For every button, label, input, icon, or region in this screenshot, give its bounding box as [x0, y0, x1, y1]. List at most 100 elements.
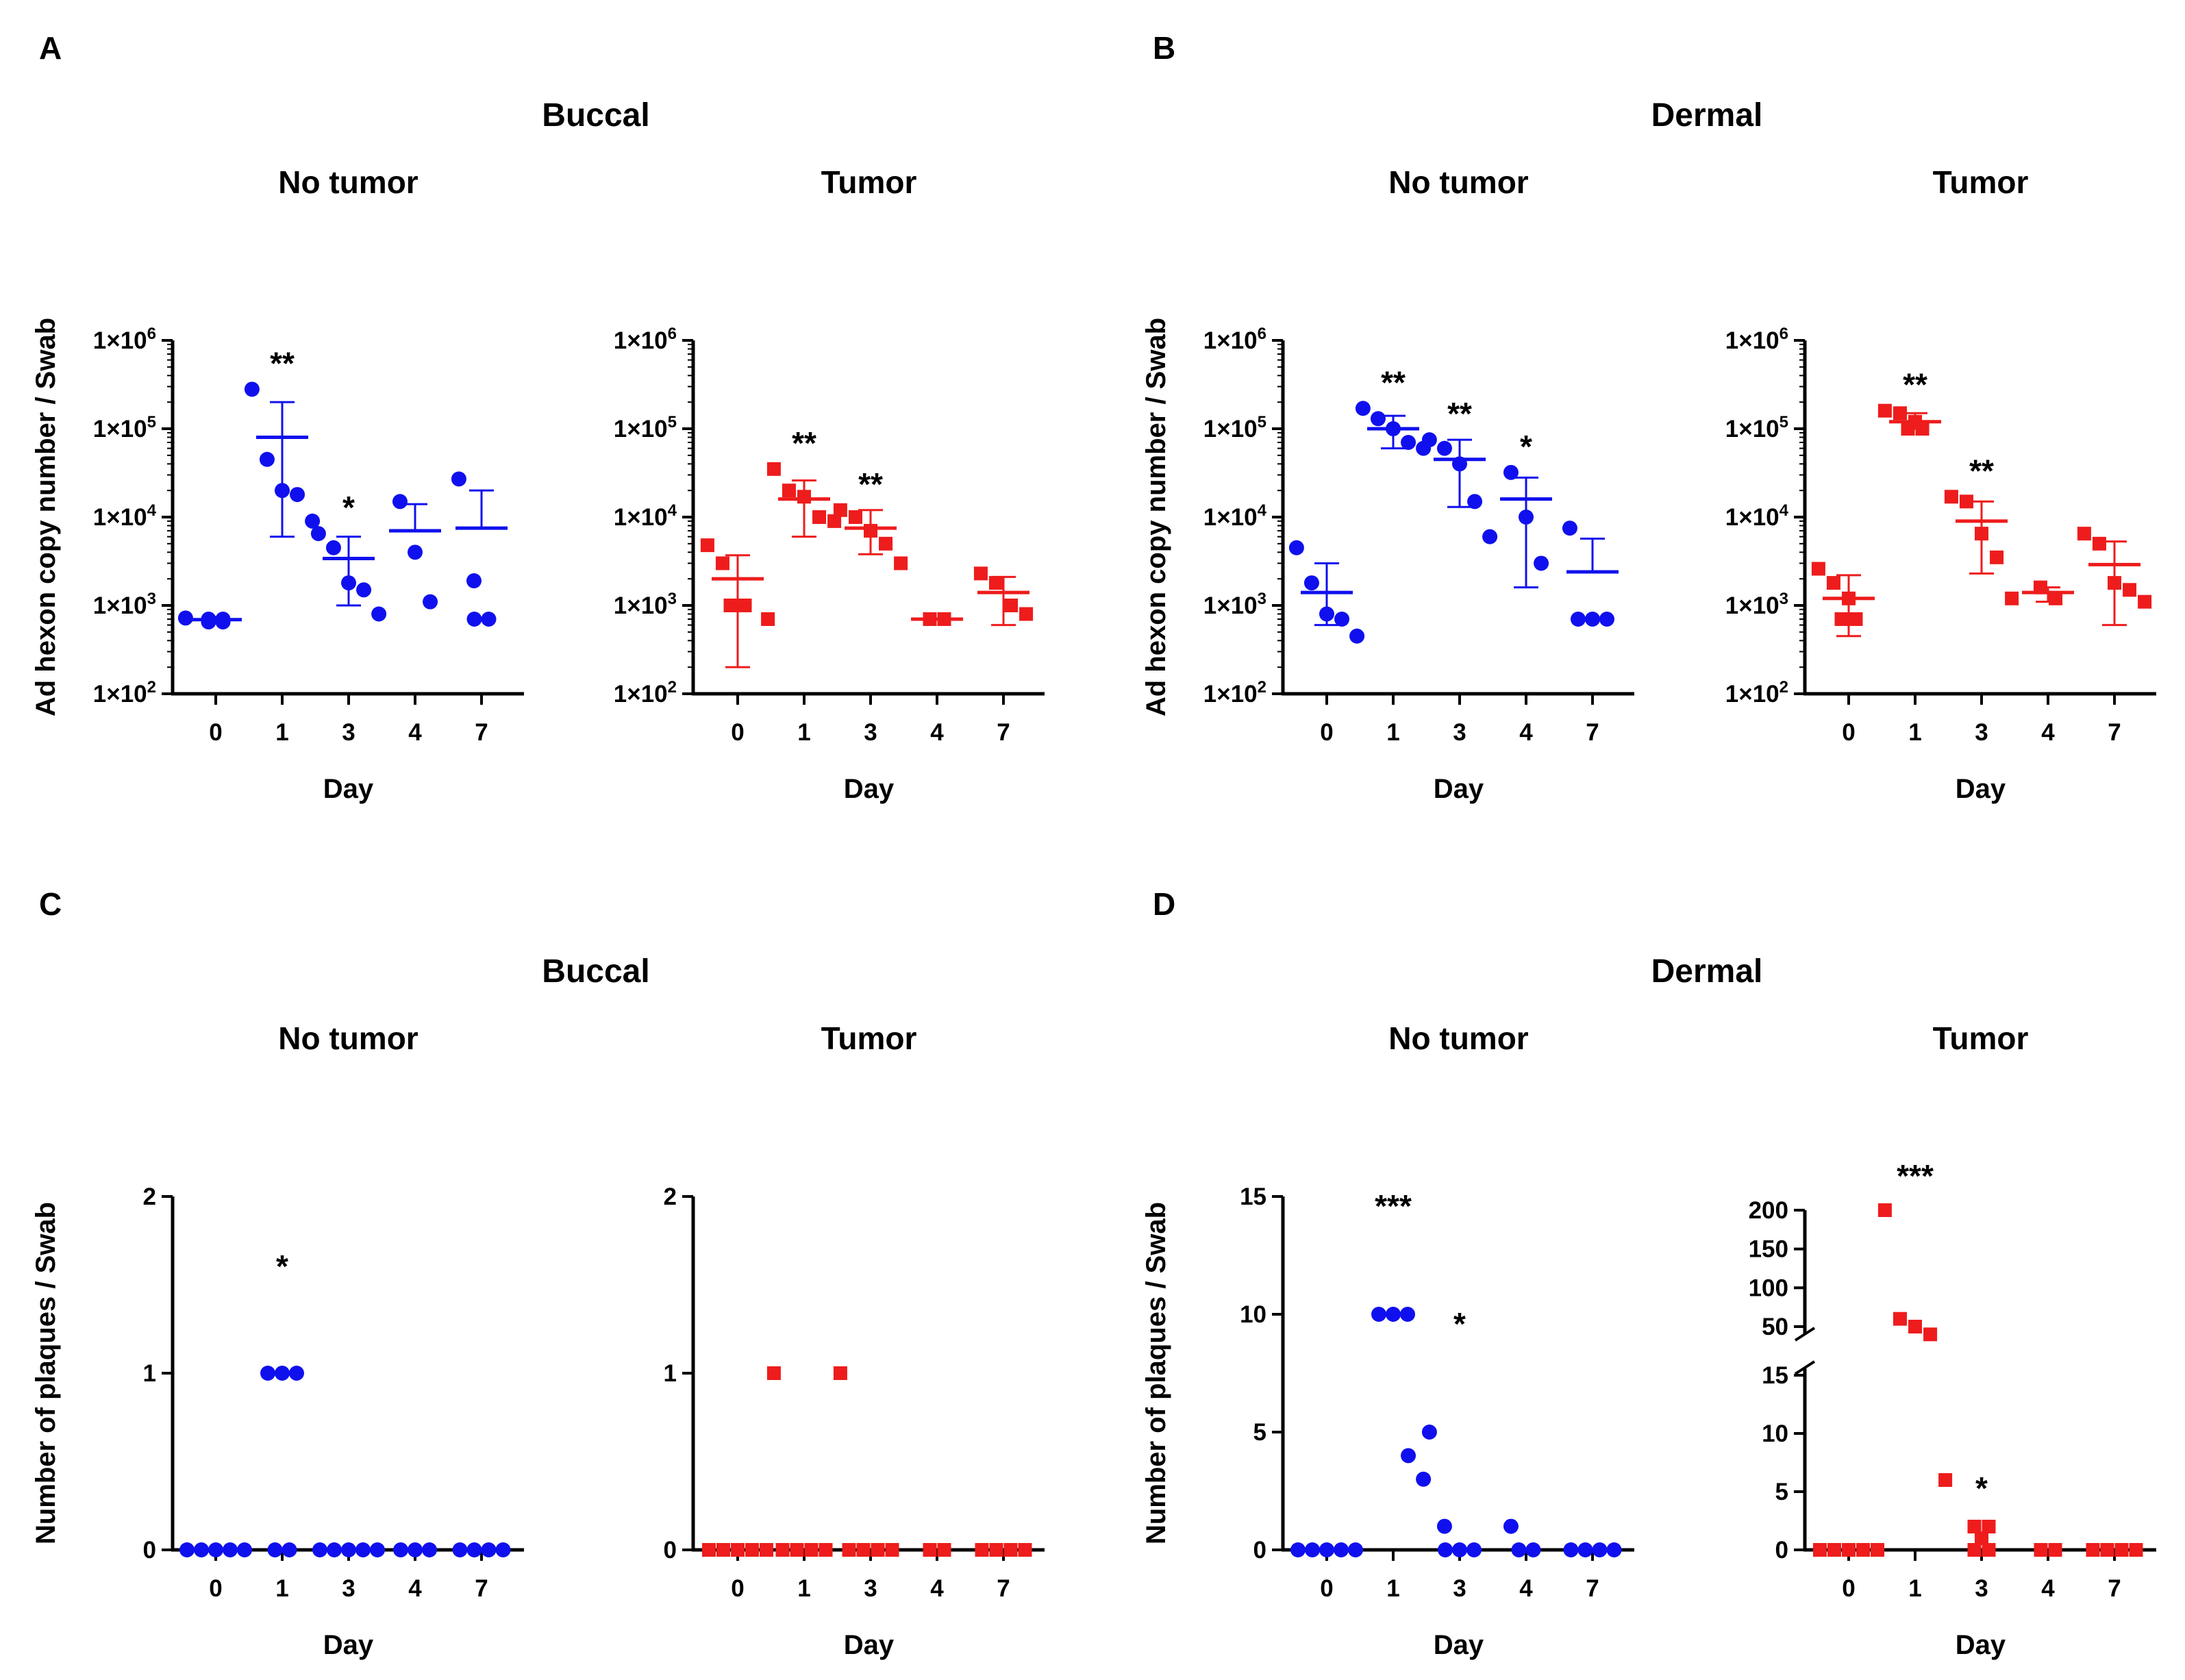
- y-tick-label-a1: 1×106: [93, 325, 156, 354]
- data-point-c1: [327, 1542, 342, 1557]
- data-point-b1: [1334, 611, 1350, 627]
- x-tick-label-b1: 7: [1586, 719, 1599, 746]
- panel-label-a: A: [39, 30, 62, 66]
- data-point-a2: [973, 566, 988, 581]
- data-point-a2: [827, 514, 842, 528]
- data-point-a1: [305, 513, 321, 529]
- data-point-d2: [2086, 1543, 2100, 1557]
- x-tick-label-b1: 1: [1386, 719, 1399, 746]
- data-point-b1: [1401, 434, 1416, 450]
- data-point-c2: [745, 1543, 759, 1557]
- data-point-a1: [290, 487, 305, 503]
- y-tick-label-c2: 1: [664, 1360, 677, 1387]
- data-point-a1: [244, 381, 260, 397]
- data-point-d1: [1438, 1542, 1453, 1557]
- y-tick-label-b2: 1×104: [1725, 501, 1789, 531]
- data-point-b1: [1355, 401, 1371, 416]
- data-point-d1: [1525, 1542, 1541, 1557]
- x-tick-label-c2: 7: [997, 1575, 1010, 1602]
- x-tick-label-b1: 0: [1320, 719, 1333, 746]
- x-tick-label-c2: 4: [930, 1575, 944, 1602]
- y-tick-label-d2: 10: [1762, 1420, 1788, 1447]
- data-point-c1: [282, 1542, 297, 1557]
- significance-label-a2: **: [858, 466, 883, 502]
- y-tick-label-d2: 5: [1775, 1479, 1788, 1505]
- x-tick-label-c1: 4: [408, 1575, 422, 1602]
- data-point-b1: [1503, 464, 1519, 480]
- x-axis-title-c1: Day: [323, 1630, 374, 1660]
- significance-label-b1: *: [1520, 429, 1532, 464]
- data-point-b1: [1534, 555, 1549, 571]
- data-point-c1: [370, 1542, 385, 1557]
- significance-label-b2: **: [1969, 453, 1994, 488]
- data-point-a1: [325, 540, 341, 555]
- data-point-d2: [1975, 1531, 1988, 1545]
- significance-label-a1: **: [270, 345, 295, 381]
- data-point-c2: [804, 1543, 819, 1557]
- x-tick-label-d2: 7: [2108, 1575, 2121, 1602]
- y-axis-title-c1: Number of plaques / Swab: [31, 1202, 61, 1544]
- data-point-a2: [988, 576, 1003, 590]
- y-tick-label-d1: 15: [1240, 1183, 1266, 1210]
- y-tick-label-b2: 1×102: [1725, 678, 1788, 707]
- data-point-a2: [812, 510, 827, 524]
- significance-label-b2: **: [1903, 367, 1927, 403]
- x-tick-label-a1: 3: [342, 719, 355, 746]
- data-point-c2: [885, 1543, 899, 1557]
- data-point-b2: [1811, 562, 1825, 576]
- data-point-d2: [1871, 1543, 1884, 1557]
- data-point-a2: [879, 536, 893, 551]
- y-tick-label-d1: 10: [1240, 1301, 1266, 1328]
- subplot-title-c1: No tumor: [278, 1020, 419, 1056]
- data-point-a1: [466, 573, 482, 589]
- data-point-a1: [408, 544, 423, 560]
- data-point-a2: [738, 599, 752, 612]
- x-tick-label-d2: 4: [2041, 1575, 2055, 1602]
- y-tick-label-a1: 1×105: [93, 413, 156, 442]
- axis-break-mark-lower-d2: [1794, 1360, 1816, 1375]
- data-point-a1: [466, 611, 482, 627]
- x-tick-label-a2: 7: [997, 719, 1010, 746]
- data-point-c1: [223, 1542, 238, 1557]
- data-point-d2: [2100, 1543, 2114, 1557]
- data-point-c1: [275, 1366, 290, 1381]
- data-point-d2: [1827, 1543, 1841, 1557]
- data-point-d1: [1563, 1542, 1579, 1557]
- x-tick-label-b1: 3: [1453, 719, 1466, 746]
- y-tick-label-a2: 1×103: [614, 590, 677, 619]
- data-point-b1: [1599, 611, 1614, 627]
- y-tick-label-d2: 50: [1762, 1314, 1788, 1340]
- x-tick-label-b1: 4: [1519, 719, 1533, 746]
- x-tick-label-b2: 3: [1975, 719, 1988, 746]
- y-tick-label-b1: 1×102: [1203, 678, 1266, 707]
- data-point-a2: [1019, 607, 1034, 621]
- x-tick-label-c1: 0: [209, 1575, 222, 1602]
- data-point-d1: [1400, 1307, 1415, 1322]
- x-tick-label-d2: 1: [1908, 1575, 1921, 1602]
- y-tick-label-a2: 1×105: [614, 413, 677, 442]
- x-tick-label-a2: 1: [797, 719, 810, 746]
- data-point-a1: [423, 594, 438, 610]
- data-point-b1: [1436, 440, 1452, 456]
- y-tick-label-a1: 1×104: [93, 501, 157, 531]
- panel-label-d: D: [1153, 886, 1175, 922]
- x-tick-label-d1: 1: [1386, 1575, 1399, 1602]
- x-tick-label-a2: 3: [864, 719, 877, 746]
- data-point-c1: [422, 1542, 437, 1557]
- data-point-d2: [2129, 1543, 2143, 1557]
- y-tick-label-a2: 1×104: [614, 501, 677, 531]
- data-point-b1: [1370, 411, 1386, 427]
- data-point-a1: [310, 526, 326, 542]
- data-point-d2: [1923, 1327, 1938, 1342]
- x-tick-label-a1: 1: [275, 719, 288, 746]
- data-point-c1: [289, 1366, 304, 1381]
- x-axis-title-d1: Day: [1434, 1630, 1484, 1660]
- data-point-d1: [1319, 1542, 1334, 1557]
- data-point-c2: [975, 1543, 989, 1557]
- data-point-c1: [312, 1542, 327, 1557]
- axis-break-mark-upper-d2: [1794, 1327, 1816, 1342]
- y-tick-label-c2: 2: [664, 1183, 677, 1210]
- x-tick-label-a1: 7: [475, 719, 488, 746]
- data-point-b2: [1959, 494, 1973, 509]
